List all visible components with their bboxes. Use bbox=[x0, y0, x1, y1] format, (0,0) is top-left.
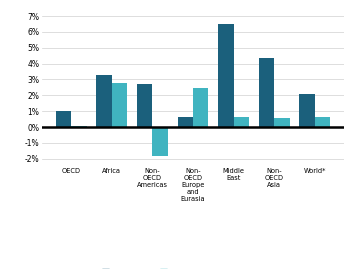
Bar bbox=[71, 126, 87, 127]
Bar bbox=[152, 127, 168, 156]
Legend: 1971 - 2016, 2015 - 2040: 1971 - 2016, 2015 - 2040 bbox=[99, 266, 215, 269]
Bar bbox=[178, 117, 193, 127]
Bar bbox=[234, 117, 249, 127]
Bar bbox=[112, 83, 127, 127]
Bar bbox=[218, 24, 234, 127]
Bar bbox=[299, 94, 315, 127]
Bar bbox=[137, 84, 152, 127]
Bar bbox=[56, 111, 71, 127]
Bar bbox=[193, 88, 208, 127]
Bar bbox=[259, 58, 274, 127]
Bar bbox=[97, 75, 112, 127]
Bar bbox=[274, 118, 290, 127]
Bar bbox=[315, 117, 330, 127]
